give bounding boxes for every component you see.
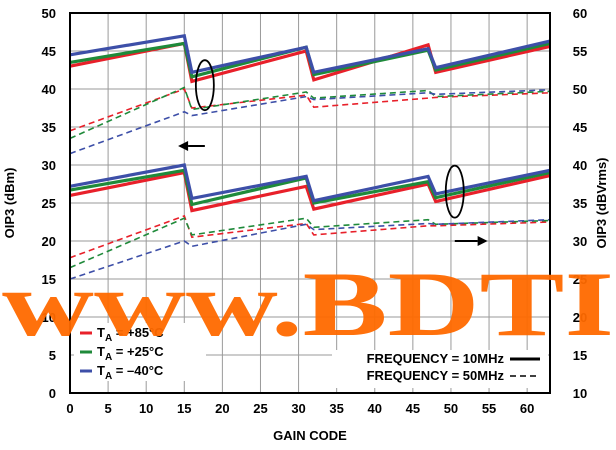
left-axis-tick-labels: 0 5 10 15 20 25 30 35 40 45 50 [42, 6, 56, 401]
left-y-tick-label: 15 [42, 272, 56, 287]
series-line-50mhz-left [69, 87, 551, 132]
x-tick-label: 5 [104, 401, 111, 416]
left-y-tick-label: 25 [42, 196, 56, 211]
right-y-tick-label: 45 [573, 120, 587, 135]
right-axis-group-ellipse [444, 164, 465, 219]
right-axis-title: OIP3 (dBVrms) [594, 157, 609, 248]
x-tick-label: 35 [329, 401, 343, 416]
series-group [69, 33, 551, 280]
series-line-10mhz-left [69, 33, 551, 75]
legend: TA = +85°CTA = +25°CTA = –40°C FREQUENCY … [74, 323, 548, 388]
left-y-tick-label: 0 [49, 386, 56, 401]
left-y-tick-label: 40 [42, 82, 56, 97]
series-line-10mhz-right [69, 163, 551, 203]
right-y-tick-label: 15 [573, 348, 587, 363]
right-axis-tick-labels: 10 15 20 25 30 35 40 45 50 55 60 [573, 6, 587, 401]
right-y-tick-label: 60 [573, 6, 587, 21]
left-y-tick-label: 50 [42, 6, 56, 21]
annotation-group [178, 59, 488, 246]
x-axis-tick-labels: 0 5 10 15 20 25 30 35 40 45 50 55 60 [66, 401, 534, 416]
left-y-tick-label: 5 [49, 348, 56, 363]
right-y-tick-label: 10 [573, 386, 587, 401]
x-tick-label: 40 [368, 401, 382, 416]
legend-temperature-label: TA = +85°C [97, 325, 164, 344]
right-y-tick-label: 35 [573, 196, 587, 211]
watermark-text: www.BDTI [2, 253, 614, 355]
series-line-50mhz-right [69, 217, 551, 269]
plot-area-frame [69, 12, 551, 394]
right-y-tick-label: 25 [573, 272, 587, 287]
x-tick-label: 30 [291, 401, 305, 416]
series-line-50mhz-left [69, 86, 551, 140]
left-y-tick-label: 30 [42, 158, 56, 173]
right-arrow-icon [477, 236, 488, 246]
x-tick-label: 55 [482, 401, 496, 416]
x-tick-label: 0 [66, 401, 73, 416]
left-y-tick-label: 20 [42, 234, 56, 249]
legend-frequency-label: FREQUENCY = 50MHz [367, 368, 505, 383]
x-tick-label: 45 [406, 401, 420, 416]
left-y-tick-label: 10 [42, 310, 56, 325]
right-y-tick-label: 30 [573, 234, 587, 249]
left-arrow-icon [178, 141, 189, 151]
right-y-tick-label: 50 [573, 82, 587, 97]
frequency-legend-box [332, 350, 548, 388]
right-y-tick-label: 40 [573, 158, 587, 173]
temperature-legend-box [74, 323, 206, 381]
x-tick-label: 50 [444, 401, 458, 416]
x-tick-label: 10 [139, 401, 153, 416]
legend-temperature-label: TA = –40°C [97, 363, 164, 382]
legend-frequency-label: FREQUENCY = 10MHz [367, 351, 505, 366]
series-line-50mhz-left [69, 89, 551, 155]
x-tick-label: 25 [253, 401, 267, 416]
left-axis-title: OIP3 (dBm) [2, 168, 17, 239]
legend-temperature-label: TA = +25°C [97, 344, 164, 363]
left-y-tick-label: 35 [42, 120, 56, 135]
x-axis-title: GAIN CODE [273, 428, 347, 443]
series-line-50mhz-right [69, 214, 551, 259]
x-tick-label: 20 [215, 401, 229, 416]
x-tick-label: 15 [177, 401, 191, 416]
right-y-tick-label: 55 [573, 44, 587, 59]
left-axis-group-ellipse [194, 59, 215, 112]
series-line-50mhz-right [69, 218, 551, 280]
right-y-tick-label: 20 [573, 310, 587, 325]
x-tick-label: 60 [520, 401, 534, 416]
left-y-tick-label: 45 [42, 44, 56, 59]
